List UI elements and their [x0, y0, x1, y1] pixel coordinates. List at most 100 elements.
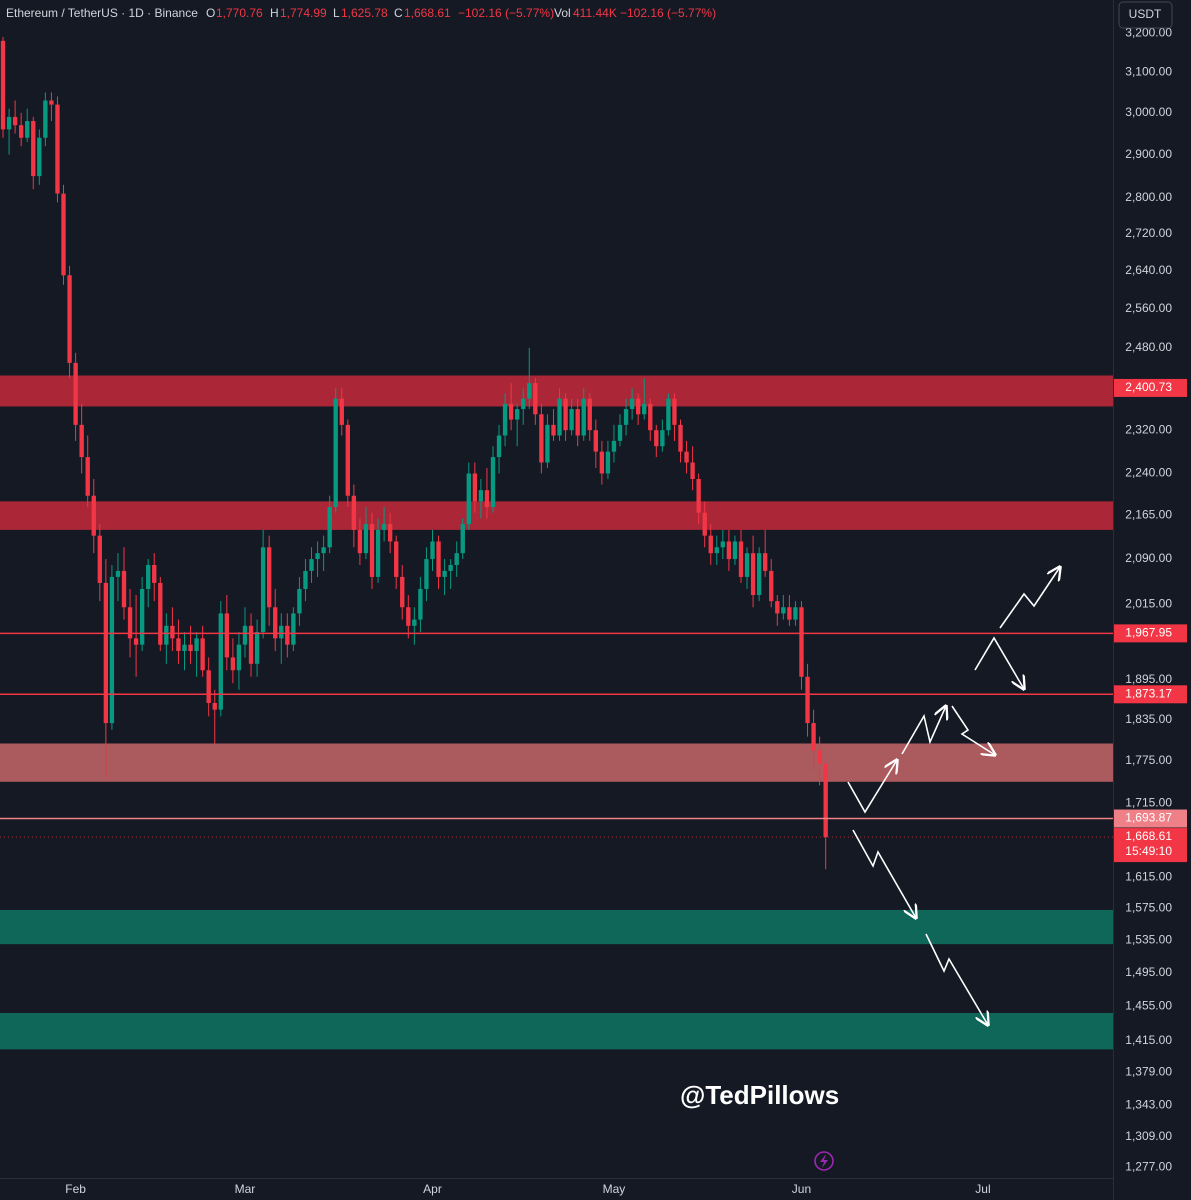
candle-body: [454, 553, 459, 565]
candle-body: [400, 576, 405, 608]
candle-body: [18, 125, 24, 138]
candle-body: [351, 495, 357, 530]
candle-body: [103, 582, 109, 724]
open-value: 1,770.76: [216, 6, 263, 20]
candle-body: [206, 670, 211, 704]
candle-body: [248, 625, 254, 664]
candle-body: [744, 553, 750, 577]
candle-body: [787, 607, 792, 620]
x-tick-label: Jul: [975, 1182, 990, 1196]
candle-body: [581, 398, 586, 436]
icon-bolt: [820, 1154, 828, 1168]
zone: [0, 501, 1113, 530]
y-tick-label: 2,720.00: [1125, 226, 1172, 240]
level-label-box: [1114, 809, 1187, 828]
candle-body: [684, 451, 689, 463]
candle-body: [158, 582, 163, 645]
candle-body: [436, 541, 441, 577]
candle-body: [496, 435, 502, 458]
candle-body: [702, 512, 707, 536]
candle-body: [218, 613, 223, 710]
y-tick-label: 2,015.00: [1125, 596, 1172, 610]
candle-body: [170, 625, 175, 639]
candle-body: [575, 409, 580, 436]
l-label: L: [333, 6, 340, 20]
candle-body: [472, 473, 478, 502]
y-tick-label: 3,000.00: [1125, 105, 1172, 119]
candle-body: [297, 588, 302, 614]
candle-body: [309, 559, 314, 571]
arrow: [951, 705, 995, 755]
y-tick-label: 1,343.00: [1125, 1097, 1172, 1111]
level-label-box: [1114, 624, 1187, 643]
y-tick-label: 1,715.00: [1125, 795, 1172, 809]
y-tick-label: 1,775.00: [1125, 753, 1172, 767]
arrow: [925, 933, 988, 1025]
candle-body: [781, 607, 786, 614]
candle-body: [133, 638, 139, 645]
candle-body: [43, 100, 48, 138]
candle-body: [714, 547, 719, 554]
zone: [0, 909, 1113, 945]
candle-body: [394, 541, 399, 577]
candle-body: [333, 398, 338, 508]
candle-body: [363, 524, 369, 554]
countdown-label: 15:49:10: [1125, 844, 1172, 858]
vol-label: Vol: [554, 6, 571, 20]
zone: [0, 1013, 1113, 1050]
y-tick-label: 1,535.00: [1125, 932, 1172, 946]
candle-body: [823, 763, 828, 838]
candle-body: [750, 553, 756, 596]
candle-body: [176, 638, 181, 652]
candle-body: [817, 750, 822, 764]
level-label: 1,693.87: [1125, 811, 1172, 825]
candle-body: [345, 424, 350, 496]
candle-body: [406, 607, 411, 626]
x-tick-label: Feb: [65, 1182, 86, 1196]
currency-button[interactable]: [1118, 1, 1173, 29]
candle-body: [508, 403, 514, 420]
candle-body: [533, 383, 538, 415]
candle-body: [424, 559, 429, 589]
arrow: [847, 760, 897, 814]
watermark: @TedPillows: [680, 1080, 839, 1110]
y-tick-label: 2,090.00: [1125, 551, 1172, 565]
candle-body: [666, 398, 671, 431]
candle-body: [811, 723, 816, 751]
zone: [0, 743, 1113, 782]
candle-body: [678, 424, 683, 452]
change: −102.16 (−5.77%): [620, 6, 716, 20]
y-tick-label: 1,835.00: [1125, 712, 1172, 726]
candle-body: [146, 564, 151, 589]
c-label: C: [394, 6, 403, 20]
candle-body: [660, 430, 665, 447]
o-label: O: [206, 6, 215, 20]
candle-body: [617, 424, 623, 441]
y-tick-label: 1,495.00: [1125, 965, 1172, 979]
y-tick-label: 2,240.00: [1125, 466, 1172, 480]
candle-body: [442, 570, 447, 577]
candle-body: [266, 547, 272, 608]
candle-body: [527, 383, 532, 399]
candle-body: [732, 541, 738, 560]
candle-body: [6, 116, 12, 130]
candle-body: [79, 424, 84, 458]
candle-body: [109, 576, 115, 724]
y-tick-label: 2,800.00: [1125, 190, 1172, 204]
candle-body: [738, 541, 744, 577]
candle-body: [569, 409, 574, 431]
candle-body: [763, 553, 768, 571]
candle-body: [490, 457, 496, 508]
y-tick-label: 1,895.00: [1125, 672, 1172, 686]
y-tick-label: 1,309.00: [1125, 1129, 1172, 1143]
candle-body: [12, 116, 18, 126]
level-label-box: [1114, 685, 1187, 704]
candle-body: [460, 524, 465, 554]
currency-label[interactable]: USDT: [1129, 7, 1162, 21]
y-tick-label: 1,455.00: [1125, 998, 1172, 1012]
change: −102.16 (−5.77%): [458, 6, 554, 20]
candle-body: [418, 588, 423, 620]
